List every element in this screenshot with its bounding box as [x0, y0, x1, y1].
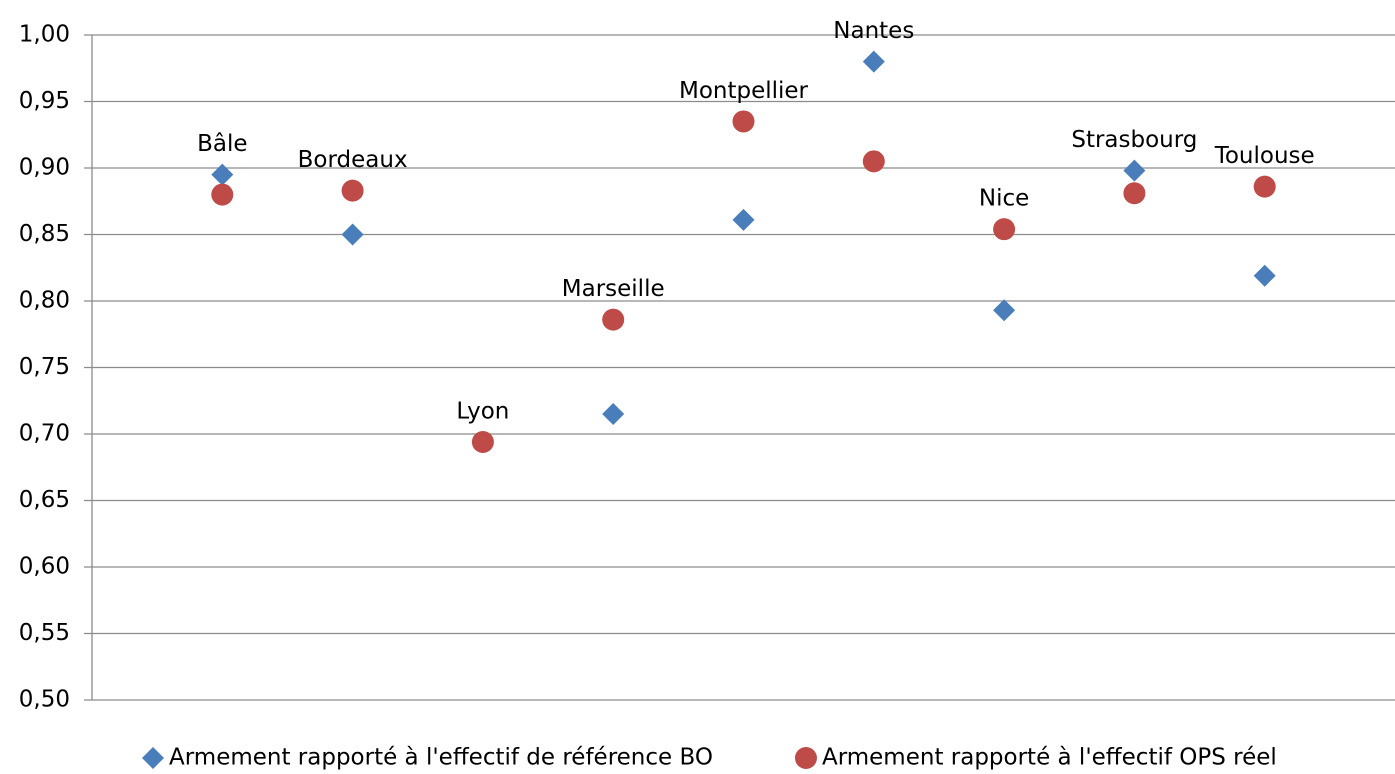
circle-point: [794, 747, 817, 769]
point-label: Bordeaux: [298, 147, 408, 173]
point-label: Montpellier: [679, 78, 809, 104]
diamond-point: [1123, 159, 1146, 182]
y-tick-label: 0,65: [19, 487, 70, 513]
diamond-point: [993, 299, 1016, 322]
point-label: Lyon: [456, 398, 509, 424]
y-tick-label: 0,50: [19, 687, 70, 713]
diamond-point: [1253, 264, 1276, 287]
point-label: Strasbourg: [1071, 127, 1197, 153]
diamond-point: [602, 403, 625, 426]
y-tick-label: 0,85: [19, 221, 70, 247]
y-tick-label: 0,90: [19, 155, 70, 181]
diamond-point: [341, 223, 364, 246]
circle-point: [993, 218, 1016, 241]
legend-label: Armement rapporté à l'effectif de référe…: [169, 745, 713, 771]
diamond-point: [732, 208, 755, 231]
point-label: Nice: [979, 186, 1029, 212]
y-tick-label: 0,60: [19, 554, 70, 580]
circle-point: [1123, 182, 1146, 205]
point-label: Marseille: [562, 276, 665, 302]
circle-point: [471, 430, 494, 453]
y-tick-label: 1,00: [19, 22, 70, 48]
diamond-point: [862, 50, 885, 73]
point-label: Toulouse: [1214, 143, 1315, 169]
y-tick-label: 0,95: [19, 88, 70, 114]
diamond-point: [142, 747, 164, 769]
diamond-point: [211, 163, 234, 186]
y-tick-label: 0,55: [19, 620, 70, 646]
y-tick-label: 0,75: [19, 354, 70, 380]
point-label: Nantes: [833, 18, 914, 44]
circle-point: [732, 110, 755, 133]
circle-point: [1253, 175, 1276, 198]
circle-point: [211, 183, 234, 206]
point-label: Bâle: [197, 131, 247, 157]
y-tick-label: 0,80: [19, 288, 70, 314]
y-tick-label: 0,70: [19, 421, 70, 447]
circle-point: [862, 150, 885, 173]
circle-point: [341, 179, 364, 202]
legend-label: Armement rapporté à l'effectif OPS réel: [822, 745, 1277, 771]
circle-point: [602, 308, 625, 331]
